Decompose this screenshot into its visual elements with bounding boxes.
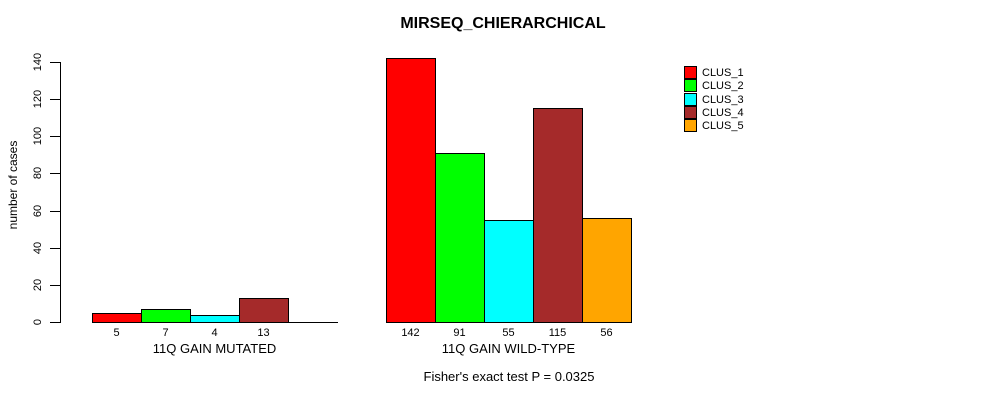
bar-value-label: 55: [502, 327, 515, 339]
legend-swatch-clus_4: [684, 106, 697, 119]
fisher-test-annotation: Fisher's exact test P = 0.0325: [423, 369, 595, 384]
legend-swatch-clus_1: [684, 66, 697, 79]
chart-title: MIRSEQ_CHIERARCHICAL: [400, 15, 606, 32]
bar-value-label: 4: [211, 327, 218, 339]
legend-swatch-clus_3: [684, 93, 697, 106]
y-tick: [50, 136, 60, 137]
legend-label-clus_1: CLUS_1: [702, 67, 744, 79]
bar-value-label: 5: [113, 327, 120, 339]
y-tick-label: 140: [32, 52, 44, 72]
y-tick-label: 100: [32, 126, 44, 146]
y-tick: [50, 173, 60, 174]
x-group-label: 11Q GAIN MUTATED: [152, 341, 277, 356]
legend-label-clus_2: CLUS_2: [702, 80, 744, 92]
y-tick: [50, 99, 60, 100]
bar-clus_1-group-1: [386, 58, 436, 323]
y-tick-label: 80: [32, 166, 44, 180]
bar-clus_4-group-0: [239, 298, 289, 323]
legend-label-clus_4: CLUS_4: [702, 107, 744, 119]
legend-swatch-clus_5: [684, 119, 697, 132]
bar-clus_5-group-1: [582, 218, 632, 323]
bar-value-label: 7: [162, 327, 169, 339]
bar-value-label: 91: [453, 327, 466, 339]
y-tick-label: 120: [32, 89, 44, 109]
y-tick-label: 20: [32, 278, 44, 292]
y-tick: [50, 285, 60, 286]
y-tick: [50, 62, 60, 63]
y-tick: [50, 322, 60, 323]
legend-swatch-clus_2: [684, 79, 697, 92]
y-tick-label: 0: [32, 318, 44, 326]
bar-clus_3-group-1: [484, 220, 534, 323]
bar-clus_4-group-1: [533, 108, 583, 323]
bar-value-label: 142: [401, 327, 420, 339]
y-tick: [50, 211, 60, 212]
bar-clus_3-group-0: [190, 315, 240, 323]
y-axis-line: [60, 62, 61, 323]
legend-label-clus_5: CLUS_5: [702, 120, 744, 132]
bar-value-label: 13: [257, 327, 270, 339]
bar-value-label: 56: [600, 327, 613, 339]
y-axis-title: number of cases: [6, 140, 20, 230]
bar-clus_2-group-1: [435, 153, 485, 323]
bar-clus_2-group-0: [141, 309, 191, 323]
y-tick-label: 40: [32, 241, 44, 255]
bar-clus_1-group-0: [92, 313, 142, 323]
x-group-label: 11Q GAIN WILD-TYPE: [441, 341, 576, 356]
bar-value-label: 115: [548, 327, 567, 339]
y-tick-label: 60: [32, 204, 44, 218]
legend-label-clus_3: CLUS_3: [702, 94, 744, 106]
y-tick: [50, 248, 60, 249]
